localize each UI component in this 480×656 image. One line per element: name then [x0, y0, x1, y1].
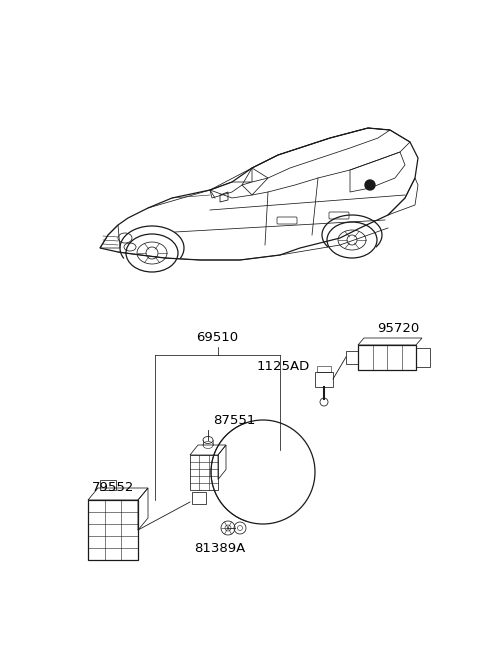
Text: 87551: 87551: [213, 414, 255, 427]
Text: 81389A: 81389A: [194, 542, 246, 555]
Text: 1125AD: 1125AD: [257, 359, 310, 373]
Circle shape: [365, 180, 375, 190]
Text: 95720: 95720: [377, 322, 419, 335]
Text: 79552: 79552: [92, 481, 134, 494]
Text: 69510: 69510: [196, 331, 239, 344]
